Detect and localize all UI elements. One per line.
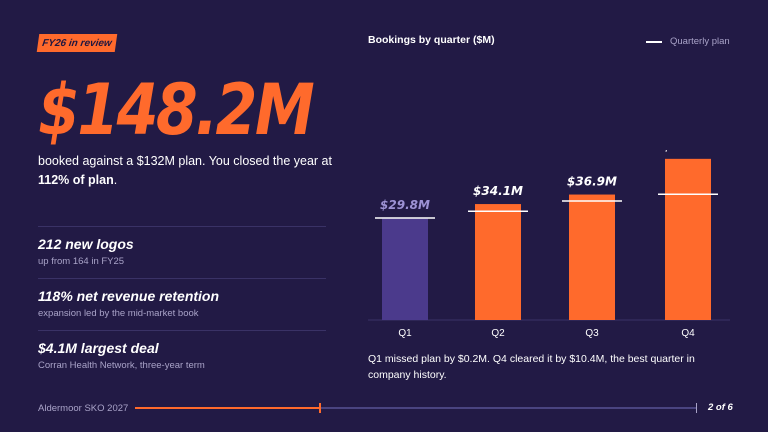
bookings-bar-chart: $29.8M Q1 $34.1M Q2 $36.9M Q3 $47.4M Q4 bbox=[368, 150, 730, 339]
stats-list: 212 new logos up from 164 in FY25 118% n… bbox=[38, 226, 326, 382]
bar-value-label: $29.8M bbox=[380, 198, 430, 212]
stat-largest-deal: $4.1M largest deal Corran Health Network… bbox=[38, 330, 326, 382]
stat-new-logos: 212 new logos up from 164 in FY25 bbox=[38, 226, 326, 278]
x-tick-label: Q1 bbox=[398, 328, 412, 339]
footer-brand: Aldermoor SKO 2027 bbox=[38, 403, 129, 414]
legend-label: Quarterly plan bbox=[670, 36, 730, 47]
hero-subtitle: booked against a $132M plan. You closed … bbox=[38, 152, 338, 190]
deck-progress-marker bbox=[319, 403, 322, 413]
stat-net-revenue-retention: 118% net revenue retention expansion led… bbox=[38, 278, 326, 330]
stat-description: Corran Health Network, three-year term bbox=[38, 360, 205, 371]
bar-value-label: $47.4M bbox=[663, 150, 713, 153]
deck-progress-bar bbox=[135, 403, 697, 413]
deck-progress-fill bbox=[135, 407, 321, 409]
hero-subtitle-bold: 112% of plan bbox=[38, 173, 114, 187]
bar-value-label: $34.1M bbox=[473, 184, 523, 198]
hero-subtitle-prefix: booked against a $132M plan. You closed … bbox=[38, 154, 332, 168]
stat-title: $4.1M largest deal bbox=[38, 340, 159, 356]
plan-line-swatch bbox=[646, 40, 662, 43]
section-badge: FY26 in review bbox=[36, 34, 118, 52]
chart-title: Bookings by quarter ($M) bbox=[368, 34, 495, 46]
section-badge-label: FY26 in review bbox=[41, 37, 113, 49]
stat-description: expansion led by the mid-market book bbox=[38, 308, 199, 319]
stat-title: 212 new logos bbox=[38, 236, 134, 252]
bar-value-label: $36.9M bbox=[567, 175, 617, 189]
bar-q4 bbox=[665, 158, 711, 320]
stat-title: 118% net revenue retention bbox=[38, 288, 220, 304]
x-tick-label: Q3 bbox=[585, 328, 599, 339]
bar-q2 bbox=[475, 204, 521, 320]
x-tick-label: Q2 bbox=[491, 328, 505, 339]
stat-description: up from 164 in FY25 bbox=[38, 256, 125, 267]
x-tick-label: Q4 bbox=[681, 328, 695, 339]
bar-q1 bbox=[382, 218, 428, 320]
hero-subtitle-suffix: . bbox=[113, 173, 118, 187]
page-number: 2 of 6 bbox=[708, 402, 733, 413]
hero-value: $148.2M bbox=[38, 69, 315, 151]
chart-note: Q1 missed plan by $0.2M. Q4 cleared it b… bbox=[368, 353, 695, 381]
deck-progress-end bbox=[696, 403, 697, 413]
chart-legend: Quarterly plan bbox=[646, 36, 730, 47]
bar-q3 bbox=[569, 194, 615, 320]
